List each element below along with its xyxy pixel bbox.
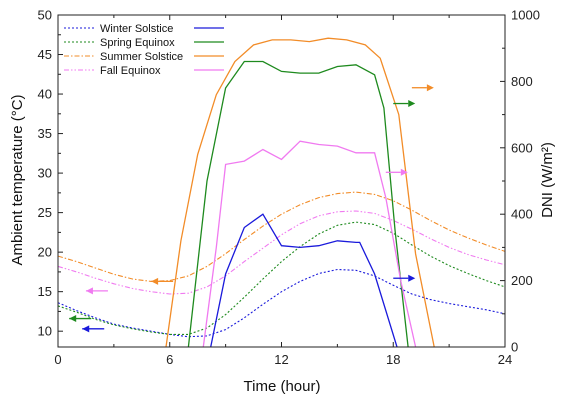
series-line-dni-summer-solstice [165,37,435,347]
x-axis-title: Time (hour) [244,378,321,395]
y-left-tick-label: 40 [38,87,52,102]
y-right-tick-label: 400 [511,207,533,222]
arrow-head [400,168,408,176]
y-left-tick-label: 25 [38,205,52,220]
y-right-tick-label: 200 [511,273,533,288]
series-line-temperature-winter-solstice [58,268,505,338]
series-line-temperature-spring-equinox [58,221,505,335]
y-left-tick-label: 10 [38,324,52,339]
y-left-tick-label: 20 [38,245,52,260]
series-layer [58,37,505,347]
legend: Winter Solstice Spring Equinox Summer Sols… [64,23,224,77]
axis-arrow-5 [69,315,92,323]
legend-item-summer-solstice: Summer Solstice [64,51,224,63]
y-axis-right-title: DNI (W/m²) [539,142,556,218]
y-left-tick-label: 30 [38,166,52,181]
axis-arrow-7 [85,287,108,295]
legend-item-fall-equinox: Fall Equinox [64,65,224,77]
arrow-head [426,84,434,92]
y-left-tick-label: 15 [38,284,52,299]
x-tick-label: 24 [498,352,512,367]
axis-arrow-4 [82,325,105,333]
arrow-head [408,274,416,282]
legend-item-winter-solstice: Winter Solstice [64,23,224,35]
arrow-head [82,325,90,333]
axes-layer: 0 6 12 18 24 10 15 20 25 30 35 40 45 50 0 200 400 600 800 1… [38,8,540,368]
series-line-temperature-fall-equinox [58,210,505,295]
x-tick-label: 0 [54,352,61,367]
axis-arrow-3 [385,168,408,176]
arrow-head [85,287,93,295]
legend-label: Winter Solstice [100,23,173,35]
axis-arrow-1 [393,100,416,108]
x-tick-label: 18 [386,352,400,367]
arrow-head [408,100,416,108]
x-tick-label: 12 [274,352,288,367]
axis-arrow-2 [411,84,434,92]
y-right-tick-label: 0 [511,340,518,355]
y-right-tick-label: 1000 [511,8,540,23]
x-tick-label: 6 [166,352,173,367]
arrow-head [151,277,159,285]
series-line-dni-fall-equinox [202,140,417,347]
y-left-tick-label: 45 [38,47,52,62]
y-right-tick-label: 600 [511,140,533,155]
legend-label: Spring Equinox [100,37,175,49]
axis-arrow-0 [393,274,416,282]
legend-label: Summer Solstice [100,51,183,63]
legend-label: Fall Equinox [100,65,161,77]
arrow-head [69,315,77,323]
annotation-layer [69,84,434,333]
axis-arrow-6 [151,277,174,285]
y-axis-left-title: Ambient temperature (°C) [9,94,26,265]
legend-item-spring-equinox: Spring Equinox [64,37,224,49]
y-left-tick-label: 50 [38,8,52,23]
series-line-dni-spring-equinox [187,60,409,347]
y-right-tick-label: 800 [511,74,533,89]
series-line-dni-winter-solstice [210,213,398,347]
series-line-temperature-summer-solstice [58,191,505,282]
y-left-tick-label: 35 [38,126,52,141]
